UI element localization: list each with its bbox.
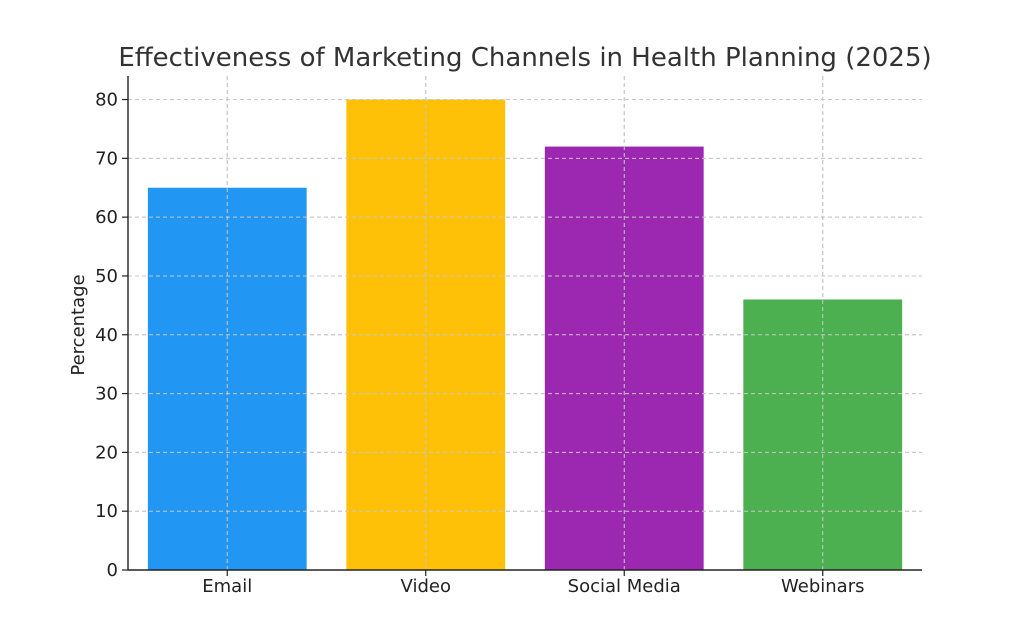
x-tick-labels: Email Video Social Media Webinars [202, 576, 864, 597]
y-tick-label: 40 [95, 325, 118, 346]
y-tick-label: 70 [95, 148, 118, 169]
axes [122, 76, 922, 576]
y-tick-labels: 0 10 20 30 40 50 60 70 80 [95, 90, 118, 581]
y-tick-label: 50 [95, 266, 118, 287]
bars [128, 76, 922, 571]
y-axis-label: Percentage [68, 274, 89, 375]
y-tick-label: 80 [95, 90, 118, 111]
y-tick-label: 20 [95, 442, 118, 463]
x-tick-label: Video [401, 576, 451, 597]
y-tick-label: 10 [95, 501, 118, 522]
x-tick-label: Email [202, 576, 252, 597]
x-tick-label: Webinars [781, 576, 864, 597]
x-tick-label: Social Media [568, 576, 681, 597]
y-tick-label: 60 [95, 207, 118, 228]
y-tick-label: 30 [95, 384, 118, 405]
y-tick-label: 0 [107, 560, 118, 581]
chart-title: Effectiveness of Marketing Channels in H… [118, 43, 931, 73]
